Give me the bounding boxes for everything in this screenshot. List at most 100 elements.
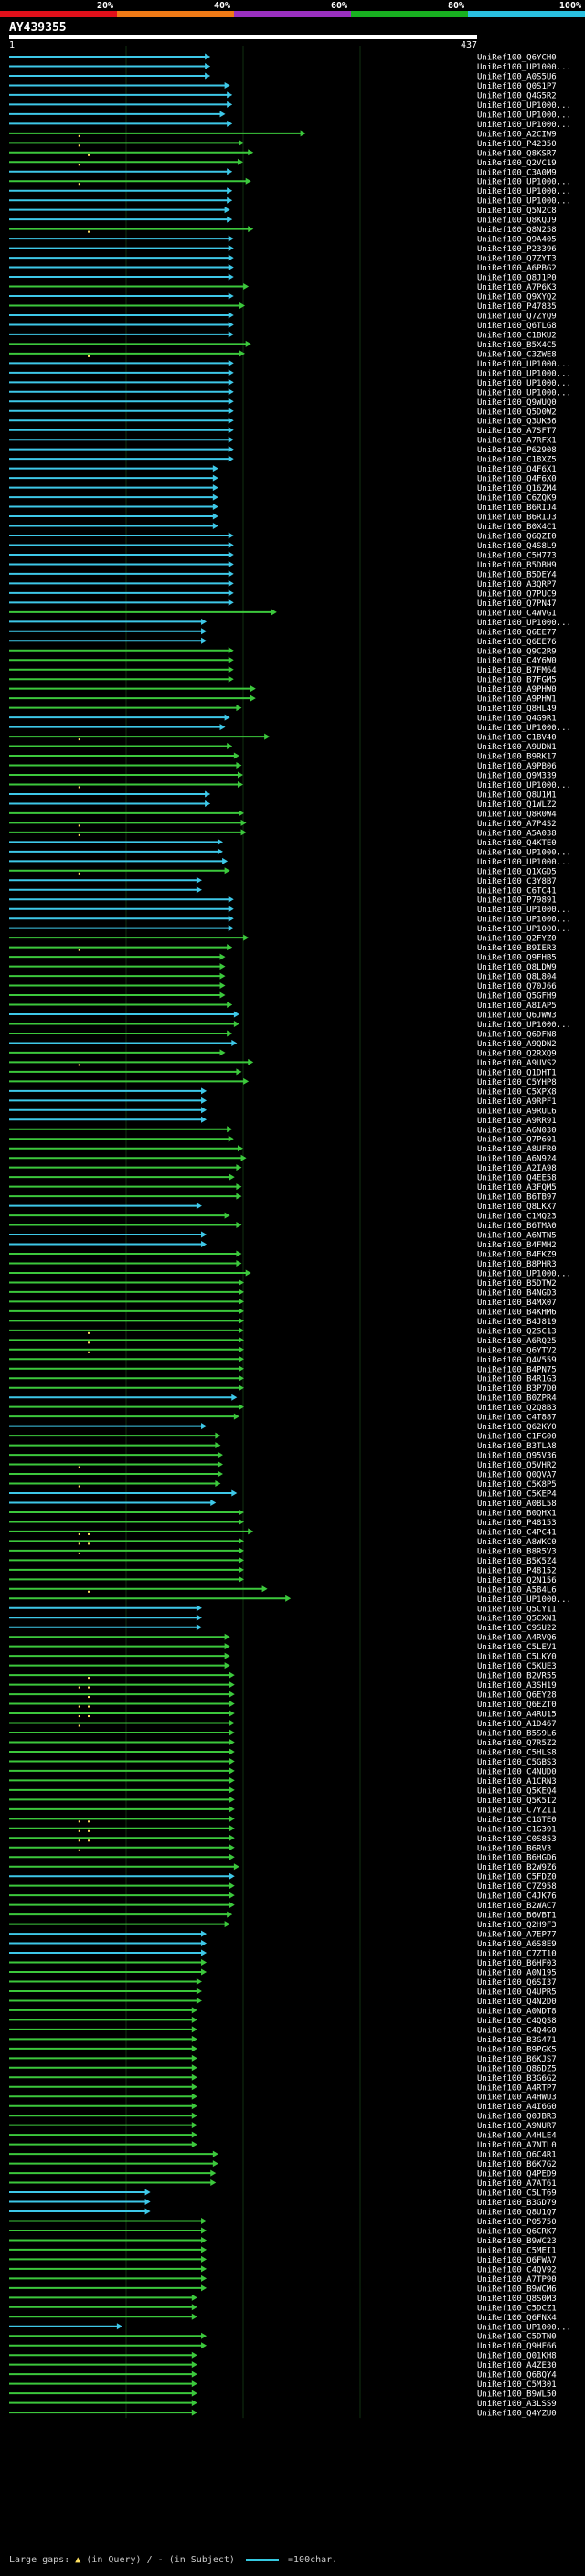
- hit-label: UniRef100_Q1WLZ2: [477, 800, 557, 810]
- hit-label: UniRef100_Q8L804: [477, 973, 557, 982]
- hit-arrow: [191, 2131, 197, 2138]
- hit-label: UniRef100_A7RFX1: [477, 437, 557, 446]
- hit-label: UniRef100_A7P4S2: [477, 820, 557, 829]
- hit-label: UniRef100_B9WL50: [477, 2390, 557, 2400]
- hit-arrow: [228, 675, 234, 683]
- hit-arrow: [212, 484, 218, 492]
- hit-arrow: [228, 560, 234, 567]
- hit-arrow: [237, 158, 243, 165]
- hit-arrow: [229, 1853, 235, 1860]
- hit-arrow: [245, 177, 251, 185]
- gap-marker: [88, 230, 90, 233]
- hit-label: UniRef100_Q2FYZ0: [477, 935, 557, 944]
- hit-label: UniRef100_C1BKU2: [477, 331, 557, 340]
- hit-label: UniRef100_Q8KSR7: [477, 149, 557, 158]
- hit-label: UniRef100_UP1000...: [477, 369, 571, 378]
- hit-arrow: [228, 408, 234, 415]
- hit-arrow: [201, 2274, 207, 2282]
- hit-label: UniRef100_B6RIJ4: [477, 504, 557, 513]
- hit-label: UniRef100_C5GBS3: [477, 1758, 557, 1767]
- hit-arrow: [201, 2227, 207, 2234]
- hit-label: UniRef100_Q9FHB5: [477, 954, 557, 963]
- hit-label: UniRef100_B6VBT1: [477, 1912, 557, 1921]
- hit-label: UniRef100_Q2RXQ9: [477, 1049, 557, 1058]
- hit-label: UniRef100_A4RVQ6: [477, 1634, 557, 1643]
- hit-label: UniRef100_Q6FWA7: [477, 2256, 557, 2265]
- hit-arrow: [228, 915, 234, 922]
- hit-label: UniRef100_Q9WUQ0: [477, 398, 557, 408]
- hit-arrow: [191, 2054, 197, 2062]
- hit-arrow: [239, 139, 244, 146]
- scale-segment: [0, 11, 117, 17]
- hit-arrow: [240, 829, 247, 836]
- hit-arrow: [236, 1164, 242, 1171]
- hit-label: UniRef100_Q8J1P0: [477, 274, 557, 283]
- hit-label: UniRef100_Q6YTV2: [477, 1346, 557, 1355]
- hit-label: UniRef100_Q4F6X1: [477, 465, 557, 474]
- hit-arrow: [229, 1767, 235, 1775]
- scale-label: 40%: [214, 1, 230, 11]
- hit-label: UniRef100_C3Y8B7: [477, 877, 557, 886]
- hit-label: UniRef100_Q8KQJ9: [477, 217, 557, 226]
- hit-label: UniRef100_Q4UPR5: [477, 1988, 557, 1997]
- hit-arrow: [233, 1020, 239, 1027]
- hit-arrow: [240, 819, 247, 826]
- hit-arrow: [210, 2169, 217, 2177]
- hit-label: UniRef100_C5K8P5: [477, 1480, 557, 1489]
- hit-arrow: [228, 925, 234, 932]
- hit-arrow: [227, 1002, 233, 1009]
- hit-label: UniRef100_C0S853: [477, 1835, 557, 1844]
- hit-label: UniRef100_Q9M339: [477, 772, 557, 781]
- hit-label: UniRef100_A3FQM5: [477, 1183, 557, 1193]
- gap-marker: [78, 134, 80, 137]
- hit-label: UniRef100_Q5GFH9: [477, 992, 557, 1002]
- hit-arrow: [201, 2332, 207, 2339]
- hit-arrow: [239, 350, 246, 357]
- hit-arrow: [236, 1183, 242, 1191]
- hit-label: UniRef100_A4RTP7: [477, 2083, 557, 2093]
- hit-arrow: [224, 1921, 230, 1928]
- hit-label: UniRef100_B2VR55: [477, 1672, 557, 1681]
- hit-label: UniRef100_B7FM64: [477, 666, 557, 675]
- hit-arrow: [231, 1039, 238, 1046]
- hit-arrow: [201, 1087, 207, 1095]
- hit-label: UniRef100_UP1000...: [477, 101, 571, 111]
- hit-arrow: [228, 599, 234, 606]
- gap-marker: [88, 1532, 90, 1535]
- hit-label: UniRef100_A6N030: [477, 1126, 557, 1135]
- hit-arrow: [227, 944, 233, 951]
- gap-marker: [78, 786, 80, 789]
- hit-arrow: [228, 551, 234, 558]
- hit-label: UniRef100_A9RUL6: [477, 1107, 557, 1116]
- gap-marker: [78, 1839, 80, 1842]
- hit-arrow: [191, 2083, 197, 2091]
- hit-arrow: [201, 1959, 207, 1966]
- gap-marker: [78, 949, 80, 951]
- hit-label: UniRef100_A9PHW1: [477, 695, 557, 705]
- hit-arrow: [191, 2016, 197, 2023]
- hit-arrow: [239, 1518, 244, 1525]
- hit-arrow: [228, 656, 234, 663]
- hit-label: UniRef100_C5LKY0: [477, 1653, 557, 1662]
- hit-label: UniRef100_C6ZQK9: [477, 494, 557, 504]
- hit-arrow: [229, 1882, 235, 1890]
- hit-label: UniRef100_Q6QZI0: [477, 533, 557, 542]
- hit-arrow: [229, 1776, 235, 1784]
- hit-arrow: [227, 187, 233, 195]
- hit-label: UniRef100_Q62KY0: [477, 1423, 557, 1432]
- hit-arrow: [224, 1662, 230, 1670]
- hit-label: UniRef100_B5DEY4: [477, 570, 557, 579]
- hit-label: UniRef100_C1GTE0: [477, 1816, 557, 1825]
- hit-label: UniRef100_C5KUE3: [477, 1662, 557, 1671]
- hit-label: UniRef100_Q0S1P7: [477, 82, 557, 91]
- hit-arrow: [217, 1470, 223, 1478]
- gap-marker: [78, 1532, 80, 1535]
- hit-label: UniRef100_Q4PED9: [477, 2170, 557, 2179]
- hit-label: UniRef100_P48153: [477, 1519, 557, 1528]
- hit-arrow: [201, 1968, 207, 1976]
- gap-marker: [78, 1466, 80, 1468]
- scale-segment: [468, 11, 585, 17]
- hit-label: UniRef100_B3P7D0: [477, 1384, 557, 1394]
- hit-arrow: [217, 1461, 223, 1468]
- hit-arrow: [228, 359, 234, 366]
